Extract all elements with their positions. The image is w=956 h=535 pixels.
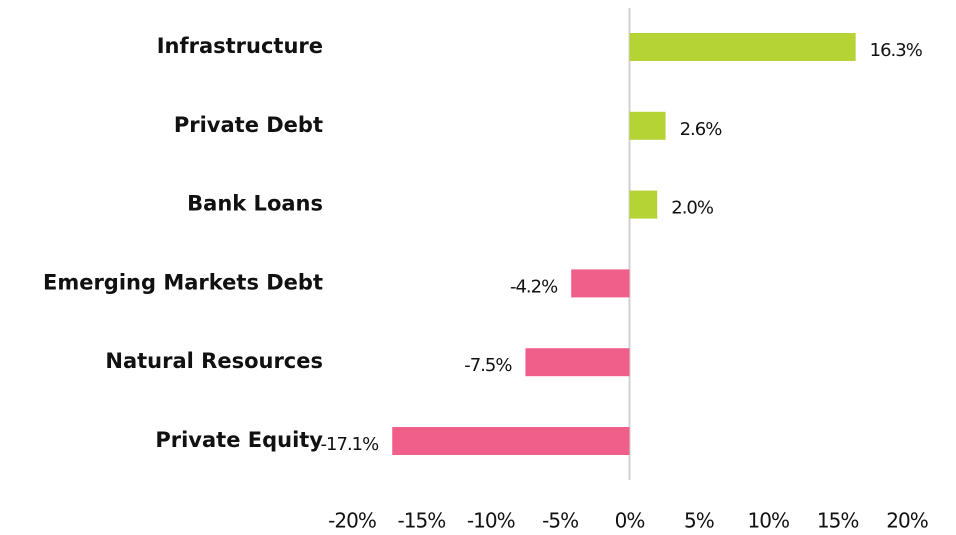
value-label: -7.5%	[464, 355, 512, 376]
x-tick-label: 0%	[615, 509, 645, 533]
value-label: -17.1%	[321, 434, 380, 455]
x-tick-label: -10%	[467, 509, 515, 533]
value-label: 16.3%	[870, 40, 923, 61]
category-label: Emerging Markets Debt	[43, 270, 323, 294]
value-label: 2.6%	[680, 119, 723, 140]
x-tick-label: 10%	[748, 509, 789, 533]
category-label: Private Debt	[174, 113, 323, 137]
x-tick-label: 5%	[684, 509, 714, 533]
value-label: -4.2%	[510, 276, 558, 297]
category-label: Infrastructure	[157, 34, 323, 58]
bar	[392, 427, 630, 455]
bar	[525, 348, 630, 377]
x-tick-label: -5%	[542, 509, 578, 533]
bar	[629, 33, 856, 61]
bar	[629, 111, 666, 140]
x-tick-label: 15%	[817, 509, 858, 533]
x-tick-label: -15%	[398, 509, 446, 533]
category-label: Bank Loans	[187, 192, 323, 216]
x-tick-label: -20%	[328, 509, 376, 533]
category-label: Natural Resources	[105, 349, 323, 373]
bar	[571, 269, 630, 298]
category-label: Private Equity	[155, 428, 323, 452]
x-tick-label: 20%	[886, 509, 927, 533]
value-label: 2.0%	[671, 198, 714, 219]
bar	[629, 190, 658, 219]
